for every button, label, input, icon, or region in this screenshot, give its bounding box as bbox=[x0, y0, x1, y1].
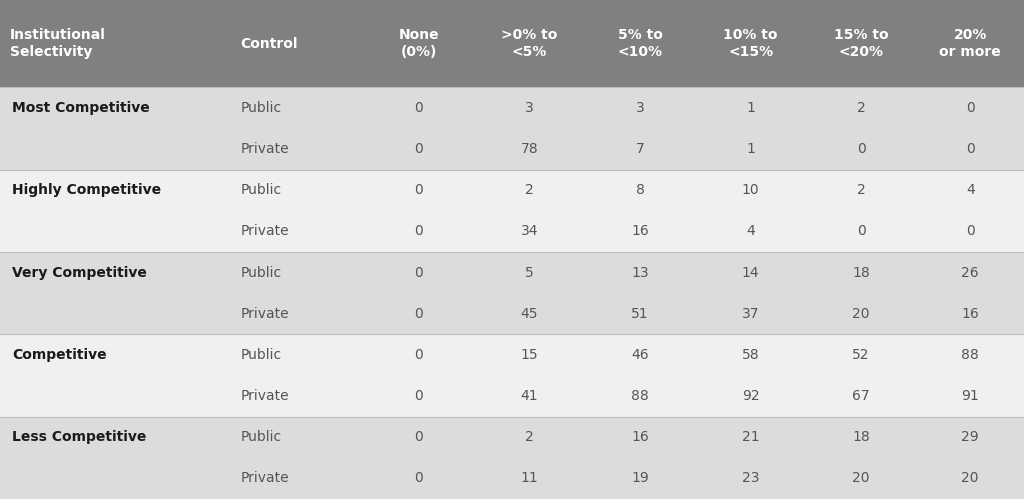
Text: Public: Public bbox=[241, 101, 282, 115]
Text: 2: 2 bbox=[525, 183, 534, 197]
Text: None
(0%): None (0%) bbox=[398, 28, 439, 59]
Bar bbox=[0, 0, 1024, 87]
Text: 19: 19 bbox=[631, 472, 649, 486]
Text: 13: 13 bbox=[631, 265, 649, 279]
Text: 16: 16 bbox=[631, 225, 649, 239]
Text: Private: Private bbox=[241, 389, 289, 403]
Text: 88: 88 bbox=[631, 389, 649, 403]
Text: 20%
or more: 20% or more bbox=[939, 28, 1001, 59]
Text: Very Competitive: Very Competitive bbox=[12, 265, 147, 279]
Text: 0: 0 bbox=[415, 225, 423, 239]
Text: Private: Private bbox=[241, 307, 289, 321]
Text: 11: 11 bbox=[520, 472, 539, 486]
Text: 91: 91 bbox=[962, 389, 979, 403]
Bar bbox=[0, 87, 1024, 129]
Bar bbox=[0, 211, 1024, 252]
Text: 51: 51 bbox=[631, 307, 649, 321]
Text: 3: 3 bbox=[636, 101, 644, 115]
Text: Control: Control bbox=[241, 36, 298, 51]
Text: 37: 37 bbox=[741, 307, 760, 321]
Text: 18: 18 bbox=[852, 265, 870, 279]
Text: Highly Competitive: Highly Competitive bbox=[12, 183, 162, 197]
Text: 10% to
<15%: 10% to <15% bbox=[723, 28, 778, 59]
Bar bbox=[0, 252, 1024, 293]
Text: 88: 88 bbox=[962, 348, 979, 362]
Text: 92: 92 bbox=[741, 389, 760, 403]
Text: 20: 20 bbox=[852, 307, 870, 321]
Bar bbox=[0, 170, 1024, 211]
Bar bbox=[0, 417, 1024, 458]
Text: Private: Private bbox=[241, 225, 289, 239]
Bar bbox=[0, 129, 1024, 170]
Text: 4: 4 bbox=[966, 183, 975, 197]
Text: 8: 8 bbox=[636, 183, 644, 197]
Text: 58: 58 bbox=[741, 348, 760, 362]
Text: 0: 0 bbox=[857, 225, 865, 239]
Text: 34: 34 bbox=[520, 225, 539, 239]
Text: 0: 0 bbox=[415, 389, 423, 403]
Text: 0: 0 bbox=[415, 472, 423, 486]
Text: Most Competitive: Most Competitive bbox=[12, 101, 151, 115]
Text: 0: 0 bbox=[966, 142, 975, 156]
Text: 0: 0 bbox=[415, 265, 423, 279]
Text: Institutional
Selectivity: Institutional Selectivity bbox=[10, 28, 106, 59]
Text: 1: 1 bbox=[746, 101, 755, 115]
Text: Public: Public bbox=[241, 265, 282, 279]
Text: Private: Private bbox=[241, 472, 289, 486]
Text: 29: 29 bbox=[962, 430, 979, 444]
Text: 2: 2 bbox=[857, 183, 865, 197]
Text: 2: 2 bbox=[525, 430, 534, 444]
Text: 52: 52 bbox=[852, 348, 870, 362]
Text: 3: 3 bbox=[525, 101, 534, 115]
Text: 18: 18 bbox=[852, 430, 870, 444]
Text: 16: 16 bbox=[962, 307, 979, 321]
Text: 0: 0 bbox=[966, 225, 975, 239]
Text: 4: 4 bbox=[746, 225, 755, 239]
Text: Private: Private bbox=[241, 142, 289, 156]
Text: 20: 20 bbox=[962, 472, 979, 486]
Text: 15: 15 bbox=[520, 348, 539, 362]
Text: 45: 45 bbox=[520, 307, 539, 321]
Text: 1: 1 bbox=[746, 142, 755, 156]
Text: 0: 0 bbox=[415, 348, 423, 362]
Text: Public: Public bbox=[241, 348, 282, 362]
Text: 41: 41 bbox=[520, 389, 539, 403]
Bar bbox=[0, 293, 1024, 334]
Text: 23: 23 bbox=[741, 472, 760, 486]
Bar bbox=[0, 334, 1024, 375]
Text: 0: 0 bbox=[415, 142, 423, 156]
Text: 26: 26 bbox=[962, 265, 979, 279]
Text: 67: 67 bbox=[852, 389, 870, 403]
Text: 78: 78 bbox=[520, 142, 539, 156]
Text: 15% to
<20%: 15% to <20% bbox=[834, 28, 889, 59]
Text: 20: 20 bbox=[852, 472, 870, 486]
Text: Public: Public bbox=[241, 183, 282, 197]
Text: 46: 46 bbox=[631, 348, 649, 362]
Text: 0: 0 bbox=[966, 101, 975, 115]
Text: 2: 2 bbox=[857, 101, 865, 115]
Text: 0: 0 bbox=[857, 142, 865, 156]
Text: Competitive: Competitive bbox=[12, 348, 106, 362]
Text: 5: 5 bbox=[525, 265, 534, 279]
Text: 0: 0 bbox=[415, 430, 423, 444]
Text: 16: 16 bbox=[631, 430, 649, 444]
Text: >0% to
<5%: >0% to <5% bbox=[501, 28, 558, 59]
Text: 7: 7 bbox=[636, 142, 644, 156]
Bar bbox=[0, 375, 1024, 417]
Text: 0: 0 bbox=[415, 183, 423, 197]
Text: 0: 0 bbox=[415, 307, 423, 321]
Text: 21: 21 bbox=[741, 430, 760, 444]
Text: Public: Public bbox=[241, 430, 282, 444]
Text: 14: 14 bbox=[741, 265, 760, 279]
Text: 0: 0 bbox=[415, 101, 423, 115]
Text: Less Competitive: Less Competitive bbox=[12, 430, 146, 444]
Text: 5% to
<10%: 5% to <10% bbox=[617, 28, 663, 59]
Text: 10: 10 bbox=[741, 183, 760, 197]
Bar bbox=[0, 458, 1024, 499]
